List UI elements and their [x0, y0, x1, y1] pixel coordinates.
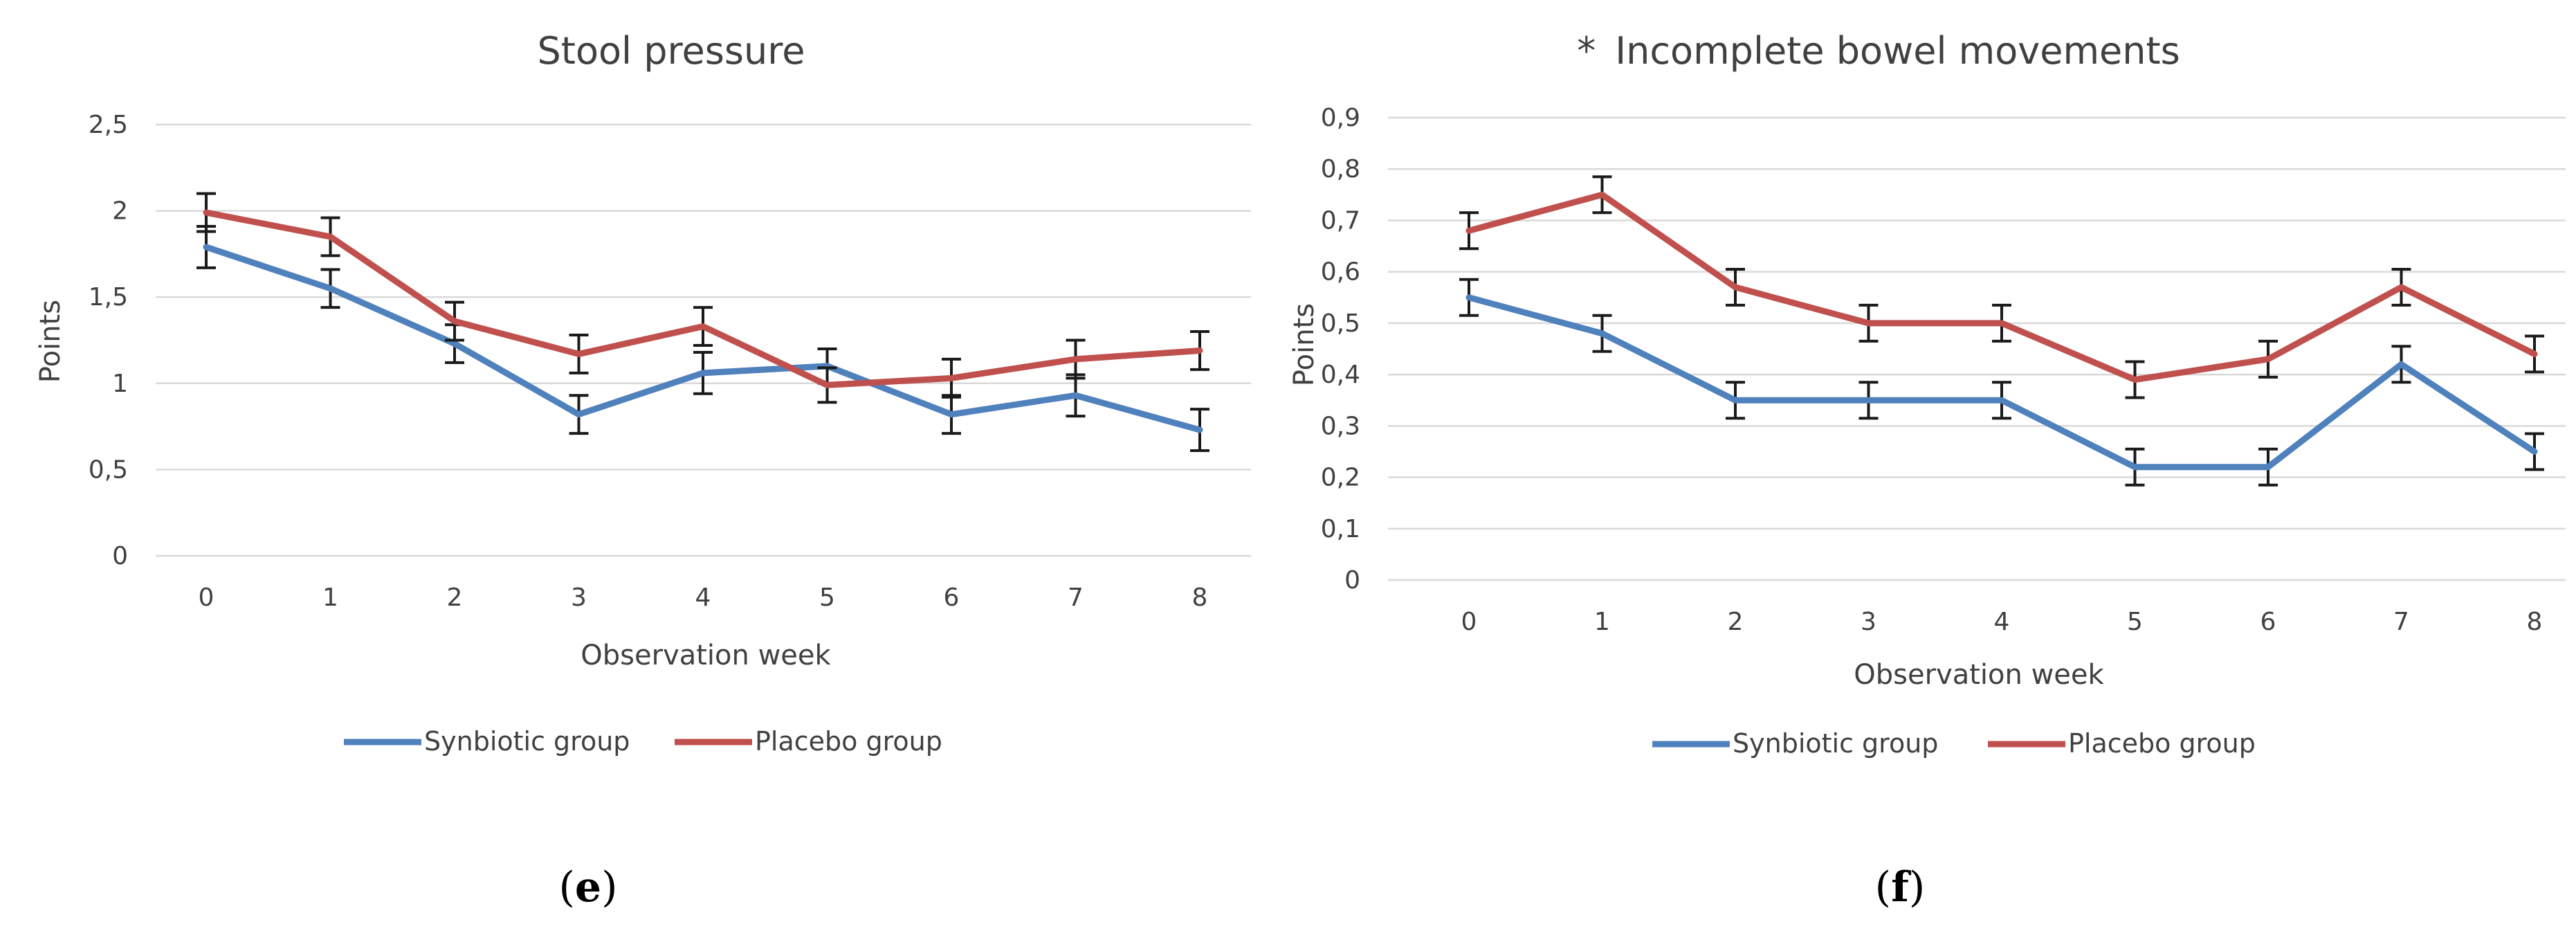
y-tick-label: 0,7 — [1321, 206, 1360, 235]
x-tick-label: 4 — [1994, 608, 2010, 636]
y-tick-label: 0,1 — [1321, 515, 1360, 543]
x-tick-label: 2 — [447, 584, 463, 612]
legend-item: Placebo group — [675, 726, 942, 757]
x-tick-label: 7 — [2393, 608, 2409, 636]
series-line — [1465, 294, 2538, 471]
y-tick-label: 0,9 — [1321, 104, 1360, 132]
x-axis-label: Observation week — [581, 640, 831, 671]
panel-caption: (e) — [558, 863, 617, 912]
x-tick-label: 6 — [2260, 608, 2276, 636]
legend-item: Synbiotic group — [344, 726, 630, 757]
x-tick-label: 8 — [1192, 584, 1208, 612]
y-tick-label: 0,5 — [89, 455, 128, 484]
series-line — [1465, 191, 2538, 383]
series-line — [203, 244, 1203, 433]
x-tick-label: 6 — [944, 584, 960, 612]
y-tick-label: 0,4 — [1321, 361, 1360, 389]
legend-item: Placebo group — [1988, 728, 2256, 759]
y-tick-label: 0,2 — [1321, 464, 1360, 492]
y-tick-label: 2 — [112, 197, 128, 226]
legend-label: Synbiotic group — [424, 726, 630, 757]
y-tick-label: 0,3 — [1321, 412, 1360, 440]
x-tick-label: 8 — [2527, 608, 2543, 636]
y-axis-label: Points — [1288, 303, 1320, 386]
y-tick-label: 0,5 — [1321, 309, 1360, 338]
y-tick-label: 0 — [1344, 566, 1360, 595]
x-tick-label: 1 — [322, 584, 338, 612]
y-tick-label: 1,5 — [89, 283, 128, 311]
panel-caption: (f) — [1875, 863, 1926, 912]
legend-item: Synbiotic group — [1652, 728, 1938, 759]
x-tick-label: 0 — [1461, 608, 1477, 636]
x-tick-label: 5 — [2127, 608, 2143, 636]
x-tick-label: 2 — [1728, 608, 1744, 636]
x-tick-label: 1 — [1594, 608, 1610, 636]
chart-title: Stool pressure — [538, 29, 805, 73]
panel-label: e — [575, 863, 601, 912]
x-tick-label: 0 — [199, 584, 214, 612]
x-tick-label: 7 — [1068, 584, 1084, 612]
y-tick-label: 0,8 — [1321, 155, 1360, 183]
series-placebo-group — [197, 192, 1209, 404]
significance-marker: * — [1577, 29, 1596, 73]
chart-title-text: Incomplete bowel movements — [1615, 29, 2180, 73]
y-tick-label: 1 — [112, 370, 128, 398]
x-tick-label: 3 — [571, 584, 587, 612]
y-axis-label: Points — [35, 300, 66, 383]
x-tick-label: 4 — [695, 584, 711, 612]
y-tick-label: 0,6 — [1321, 258, 1360, 287]
y-tick-label: 0 — [112, 542, 128, 570]
series-placebo-group — [1459, 175, 2544, 399]
y-tick-label: 2,5 — [89, 111, 128, 139]
x-tick-label: 5 — [819, 584, 835, 612]
series-line — [203, 209, 1203, 388]
x-axis-label: Observation week — [1854, 659, 2104, 691]
chart-title: * Incomplete bowel movements — [1577, 29, 2180, 73]
legend-label: Placebo group — [755, 726, 942, 757]
legend-label: Synbiotic group — [1733, 728, 1938, 759]
x-tick-label: 3 — [1861, 608, 1876, 636]
panel-label: f — [1891, 863, 1912, 912]
chart-incomplete-bowel-movements: * Incomplete bowel movements 0 0,1 0,2 0,3 0,… — [1288, 29, 2566, 912]
chart-stool-pressure: Stool pressure 0 0,5 1 1,5 2 2,5 0 1 2 3 4 5 6 7 8 Poi… — [35, 29, 1251, 912]
series-synbiotic-group — [1459, 278, 2544, 487]
legend-label: Placebo group — [2068, 728, 2256, 759]
